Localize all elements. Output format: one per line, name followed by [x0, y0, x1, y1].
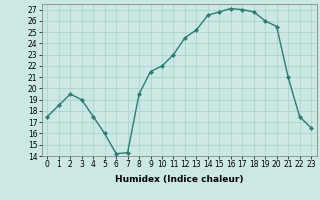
- X-axis label: Humidex (Indice chaleur): Humidex (Indice chaleur): [115, 175, 244, 184]
